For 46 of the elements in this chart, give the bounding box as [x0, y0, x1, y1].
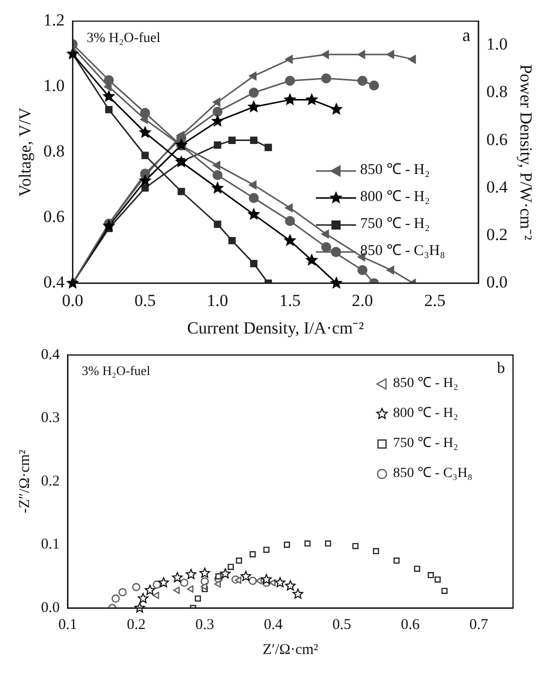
annotation: b: [497, 360, 505, 378]
x-tick-label: 0.2: [126, 616, 146, 633]
y-tick-label: 0.1: [41, 536, 60, 553]
x-tick-label: 0.5: [332, 616, 352, 633]
y-tick-label: 1.2: [43, 10, 65, 30]
x-axis-title: Z′/Ω·cm²: [262, 642, 319, 658]
y-tick-label: 1.0: [43, 76, 65, 96]
y2-tick-label: 0.0: [486, 272, 508, 292]
y-tick-label: 0.8: [43, 142, 65, 161]
y-tick-label: 0.3: [41, 410, 60, 426]
y2-tick-label: 0.6: [486, 130, 508, 149]
y-tick-label: 0.2: [41, 473, 60, 490]
annotation: 3% H₂O-fuel: [86, 30, 160, 46]
y2-tick-label: 0.2: [486, 225, 508, 244]
y-tick-label: 0.4: [41, 346, 60, 363]
x-tick-label: 0.3: [195, 616, 214, 633]
x-tick-label: 0.5: [134, 290, 156, 310]
annotation: 3% H₂O-fuel: [82, 362, 151, 378]
x-tick-label: 0.7: [469, 616, 489, 633]
annotation: a: [462, 24, 470, 45]
y2-tick-label: 0.8: [486, 82, 508, 102]
legend-label: 850 ℃ - H₂: [360, 162, 430, 178]
legend-label: 800 ℃ - H₂: [360, 189, 430, 206]
y2-axis-title: Power Density, P/W·cm⁻²: [516, 64, 536, 240]
y2-tick-label: 1.0: [486, 34, 508, 54]
legend-label: 850 ℃ - C₃H₈: [392, 466, 472, 481]
x-tick-label: 2.5: [424, 290, 446, 310]
x-tick-label: 0.6: [400, 616, 420, 633]
x-tick-label: 0.4: [264, 616, 284, 633]
legend-label: 850 ℃ - H₂: [392, 376, 458, 391]
y-tick-label: 0.0: [41, 600, 60, 616]
y-tick-label: 0.6: [43, 207, 65, 226]
y-tick-label: 0.4: [43, 272, 66, 292]
x-tick-label: 1.5: [279, 290, 301, 310]
x-tick-label: 1.0: [206, 290, 228, 310]
x-axis-title: Current Density, I/A·cm⁻²: [187, 318, 364, 338]
x-tick-label: 0.1: [58, 616, 78, 633]
x-tick-label: 2.0: [352, 290, 374, 310]
y-axis-title: Voltage, V/V: [16, 106, 35, 197]
legend-label: 850 ℃ - C₃H₈: [360, 243, 446, 260]
legend-label: 750 ℃ - H₂: [392, 436, 458, 451]
legend-label: 750 ℃ - H₂: [360, 216, 430, 232]
legend-label: 800 ℃ - H₂: [392, 406, 458, 421]
x-tick-label: 0.0: [62, 290, 84, 310]
y-axis-title: -Z″/Ω·cm²: [16, 449, 33, 514]
y2-tick-label: 0.4: [486, 177, 508, 196]
